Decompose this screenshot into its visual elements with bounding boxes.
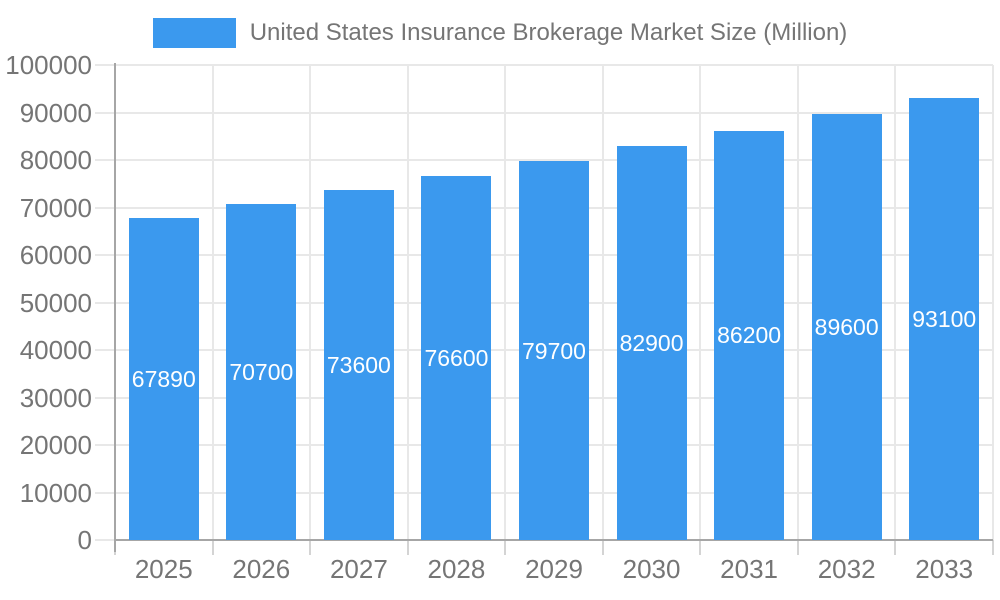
x-axis-tick xyxy=(309,540,312,555)
x-axis-tick-label: 2032 xyxy=(817,554,876,584)
chart-legend[interactable]: United States Insurance Brokerage Market… xyxy=(0,15,1000,51)
bar-value-label: 70700 xyxy=(229,359,294,386)
y-axis-tick xyxy=(95,396,115,399)
v-gridline xyxy=(601,65,604,540)
h-gridline xyxy=(115,159,993,161)
v-gridline xyxy=(211,65,214,540)
v-gridline xyxy=(504,65,507,540)
bar-2025[interactable] xyxy=(128,217,199,540)
y-axis-tick xyxy=(95,64,115,66)
v-gridline xyxy=(406,65,409,540)
v-gridline xyxy=(699,65,702,540)
y-axis-tick xyxy=(95,491,115,494)
bar-value-label: 79700 xyxy=(522,337,586,364)
v-gridline xyxy=(796,65,799,540)
y-axis-tick-label: 0 xyxy=(77,525,92,555)
y-axis-tick xyxy=(95,159,115,161)
bar-2027[interactable] xyxy=(323,190,394,540)
x-axis-tick xyxy=(601,540,604,555)
y-axis-line xyxy=(114,63,116,552)
x-axis-tick xyxy=(894,540,897,555)
bar-value-label: 86200 xyxy=(717,322,782,349)
v-gridline xyxy=(894,65,897,540)
bar-value-label: 76600 xyxy=(424,345,489,372)
y-axis-tick xyxy=(95,444,115,446)
bar-value-label: 67890 xyxy=(131,365,196,392)
y-axis-tick-label: 40000 xyxy=(19,335,92,365)
x-axis-tick xyxy=(699,540,702,555)
bar-2031[interactable] xyxy=(714,130,785,540)
y-axis-tick xyxy=(95,539,115,541)
x-axis-tick-label: 2030 xyxy=(622,554,681,584)
legend-label: United States Insurance Brokerage Market… xyxy=(249,19,848,46)
x-axis-tick-label: 2027 xyxy=(329,554,388,584)
bar-value-label: 93100 xyxy=(912,305,977,332)
bar-2026[interactable] xyxy=(226,204,297,540)
h-gridline xyxy=(115,64,993,66)
y-axis-tick-label: 20000 xyxy=(19,430,92,460)
y-axis-tick-label: 100000 xyxy=(5,50,92,80)
y-axis-tick xyxy=(95,254,115,256)
bar-value-label: 82900 xyxy=(619,330,684,357)
bar-2029[interactable] xyxy=(519,161,589,540)
x-axis-tick-label: 2033 xyxy=(915,554,974,584)
x-axis-tick-label: 2026 xyxy=(232,554,291,584)
h-gridline xyxy=(115,111,993,114)
y-axis-tick xyxy=(95,206,115,209)
x-axis-tick-label: 2028 xyxy=(427,554,486,584)
y-axis-tick xyxy=(95,349,115,351)
v-gridline xyxy=(992,65,994,540)
x-axis-tick xyxy=(406,540,409,555)
y-axis-tick-label: 30000 xyxy=(19,382,92,413)
x-axis-tick xyxy=(992,540,994,555)
y-axis-tick-label: 70000 xyxy=(19,192,92,223)
x-axis-tick xyxy=(211,540,214,555)
bar-2030[interactable] xyxy=(616,146,687,540)
x-axis-tick xyxy=(796,540,799,555)
y-axis-tick-label: 10000 xyxy=(19,477,92,508)
x-axis-tick-label: 2031 xyxy=(720,554,779,584)
bar-value-label: 73600 xyxy=(326,352,391,379)
x-axis-tick-label: 2029 xyxy=(525,554,583,584)
bar-2028[interactable] xyxy=(421,176,492,540)
y-axis-tick-label: 60000 xyxy=(19,240,92,270)
y-axis-tick xyxy=(95,301,115,304)
y-axis-tick xyxy=(95,111,115,114)
bar-2032[interactable] xyxy=(811,114,882,540)
x-axis-tick-label: 2025 xyxy=(134,554,193,584)
bar-value-label: 89600 xyxy=(814,314,879,341)
y-axis-tick-label: 50000 xyxy=(19,287,92,318)
legend-swatch xyxy=(152,18,236,48)
bar-2033[interactable] xyxy=(909,97,980,540)
x-axis-line xyxy=(115,539,993,541)
x-axis-tick xyxy=(504,540,507,555)
y-axis-tick-label: 80000 xyxy=(19,145,92,175)
v-gridline xyxy=(309,65,312,540)
y-axis-tick-label: 90000 xyxy=(19,97,92,128)
